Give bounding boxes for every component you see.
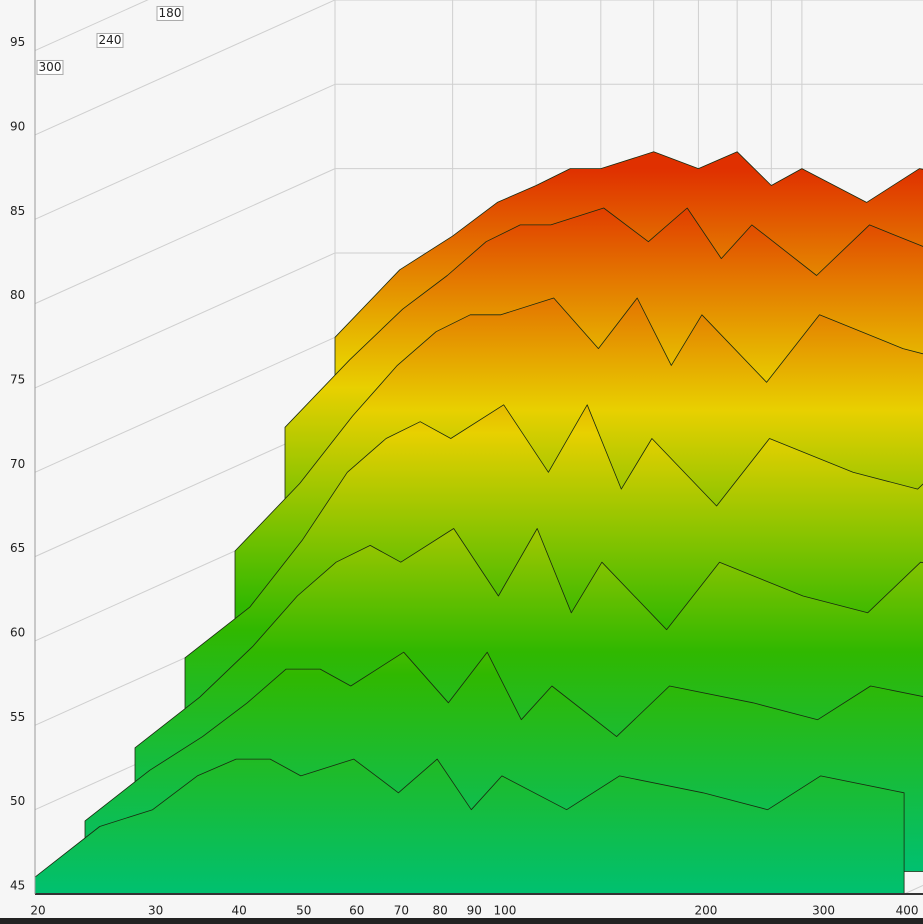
x-tick-label: 20 — [30, 904, 45, 918]
grid-line — [34, 0, 336, 136]
x-tick-label: 90 — [467, 904, 482, 918]
y-tick-label: 75 — [10, 372, 25, 386]
x-tick-label: 300 — [812, 904, 835, 918]
z-tick-label: 300 — [39, 60, 62, 74]
grid-line — [34, 83, 336, 220]
x-tick-label: 30 — [148, 904, 163, 918]
y-tick-label: 70 — [10, 457, 25, 471]
y-tick-label: 80 — [10, 288, 25, 302]
y-tick-label: 60 — [10, 625, 25, 639]
x-tick-label: 80 — [433, 904, 448, 918]
grid-line — [34, 252, 336, 389]
grid-line — [34, 336, 336, 473]
labels: 45 50 55 60 65 70 75 80 85 90 95 20 30 40 50 60 70 80 90 10… — [10, 6, 919, 918]
y-tick-label: 65 — [10, 541, 25, 555]
grid-line — [34, 168, 336, 305]
y-tick-label: 85 — [10, 204, 25, 218]
x-tick-label: 400 — [896, 904, 919, 918]
y-tick-label: 95 — [10, 35, 25, 49]
x-tick-label: 60 — [349, 904, 364, 918]
y-tick-label: 45 — [10, 879, 25, 893]
x-tick-label: 50 — [296, 904, 311, 918]
x-tick-label: 100 — [493, 904, 516, 918]
y-tick-label: 55 — [10, 710, 25, 724]
x-tick-label: 200 — [695, 904, 718, 918]
z-tick-box — [36, 59, 64, 75]
waterfall-slice — [35, 758, 905, 894]
z-tick-box — [96, 32, 124, 48]
z-tick-label: 240 — [99, 33, 122, 47]
x-tick-label: 40 — [231, 904, 246, 918]
z-tick-label: 180 — [159, 6, 182, 20]
grid-line — [34, 0, 149, 52]
y-tick-label: 90 — [10, 119, 25, 133]
surface — [35, 151, 923, 894]
x-tick-label: 70 — [394, 904, 409, 918]
bottom-bar — [0, 918, 923, 924]
y-tick-label: 50 — [10, 794, 25, 808]
z-tick-box — [156, 5, 184, 21]
